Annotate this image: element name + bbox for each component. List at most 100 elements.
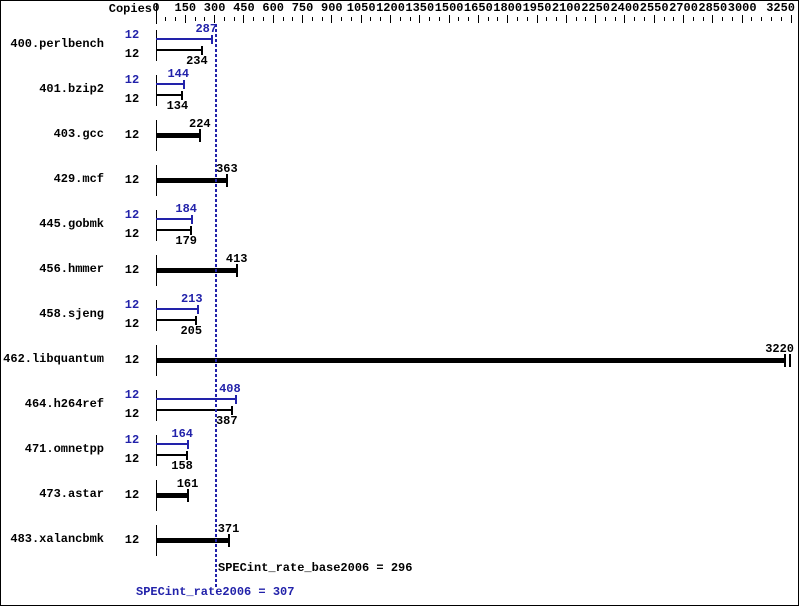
peak-bar-endcap	[234, 395, 237, 404]
base-value-label: 158	[171, 459, 193, 473]
base-bar	[156, 454, 187, 456]
base-copies-label: 12	[124, 92, 140, 106]
axis-major-tick	[214, 15, 216, 23]
result-bar-endcap	[186, 489, 189, 502]
peak-bar	[156, 398, 236, 400]
base-copies-label: 12	[124, 452, 140, 466]
axis-minor-tick	[292, 17, 294, 21]
axis-major-tick	[419, 15, 421, 23]
axis-minor-tick	[614, 17, 616, 21]
axis-major-tick	[360, 15, 362, 23]
axis-minor-tick	[399, 17, 401, 21]
axis-major-tick	[683, 15, 684, 23]
axis-minor-tick	[526, 17, 528, 21]
peak-value-label: 144	[167, 67, 190, 81]
axis-major-tick	[565, 15, 567, 23]
peak-copies-label: 12	[124, 433, 140, 447]
axis-tick-label: 3250	[766, 1, 795, 15]
result-bar-endcap	[198, 129, 201, 142]
peak-mean-label: SPECint_rate2006 = 307	[136, 585, 295, 599]
result-bar	[156, 133, 200, 138]
base-value-label: 134	[166, 99, 189, 113]
base-value-label: 205	[180, 324, 203, 338]
axis-minor-tick	[233, 17, 235, 21]
axis-minor-tick	[263, 17, 264, 21]
base-bar	[156, 94, 183, 96]
axis-minor-tick	[585, 17, 587, 21]
peak-value-label: 164	[171, 427, 193, 441]
axis-minor-tick	[458, 17, 460, 21]
base-mean-label: SPECint_rate_base2006 = 296	[218, 561, 413, 575]
copies-label: 12	[124, 488, 140, 502]
peak-bar	[156, 38, 213, 40]
axis-minor-tick	[282, 17, 284, 21]
peak-copies-label: 12	[124, 208, 140, 222]
axis-minor-tick	[194, 17, 196, 21]
axis-major-tick	[184, 15, 186, 23]
result-bar-endcap	[225, 174, 228, 187]
axis-minor-tick	[223, 17, 225, 21]
axis-major-tick	[595, 15, 597, 23]
base-value-label: 387	[215, 414, 238, 428]
axis-minor-tick	[604, 17, 606, 21]
result-bar	[156, 538, 229, 543]
benchmark-name-label: 464.h264ref	[24, 397, 104, 411]
axis-minor-tick	[731, 17, 733, 21]
peak-bar-endcap	[187, 440, 189, 449]
peak-copies-label: 12	[124, 298, 140, 312]
benchmark-name-label: 401.bzip2	[39, 82, 104, 96]
benchmark-name-label: 458.sjeng	[39, 307, 104, 321]
axis-tick-label: 0	[152, 1, 160, 15]
result-value-label: 371	[217, 522, 240, 536]
peak-value-label: 213	[180, 292, 203, 306]
copies-label: 12	[124, 353, 140, 367]
axis-minor-tick	[321, 17, 323, 21]
axis-minor-tick	[341, 17, 343, 21]
result-value-label: 363	[216, 162, 238, 176]
base-copies-label: 12	[124, 317, 140, 331]
axis-minor-tick	[487, 17, 489, 21]
axis-major-tick	[272, 15, 274, 23]
benchmark-name-label: 400.perlbench	[10, 37, 104, 51]
base-bar	[156, 319, 197, 321]
axis-tick-label: 1200	[376, 1, 405, 15]
axis-minor-tick	[175, 17, 176, 21]
axis-minor-tick	[350, 17, 352, 21]
peak-bar-endcap	[211, 35, 214, 44]
result-bar	[156, 358, 786, 363]
axis-tick-label: 2700	[669, 1, 698, 15]
result-bar-endcap	[227, 534, 230, 547]
axis-minor-tick	[438, 17, 440, 21]
axis-major-tick	[624, 15, 626, 23]
peak-bar	[156, 308, 198, 310]
axis-tick-label: 1950	[522, 1, 552, 15]
axis-tick-label: 1800	[493, 1, 523, 15]
axis-tick-label: 1350	[405, 1, 435, 15]
axis-minor-tick	[692, 17, 694, 21]
axis-minor-tick	[204, 17, 206, 21]
peak-value-label: 287	[195, 22, 218, 36]
peak-copies-label: 12	[124, 388, 140, 402]
axis-tick-label: 750	[291, 1, 314, 15]
base-bar	[156, 409, 232, 411]
benchmark-name-label: 473.astar	[39, 487, 104, 501]
bar-start-tick	[156, 30, 157, 61]
base-bar-endcap	[190, 226, 192, 235]
axis-tick-label: 2550	[639, 1, 669, 15]
bar-start-tick	[156, 300, 157, 331]
axis-minor-tick	[751, 17, 753, 21]
benchmark-name-label: 471.omnetpp	[24, 442, 104, 456]
axis-tick-label: 2250	[581, 1, 610, 15]
axis-tick-label: 1650	[463, 1, 493, 15]
axis-major-tick	[302, 15, 303, 23]
base-value-label: 179	[175, 234, 197, 248]
peak-bar-endcap	[183, 80, 186, 89]
axis-tick-label: 1500	[434, 1, 464, 15]
base-bar	[156, 49, 202, 51]
bar-start-tick	[156, 210, 157, 241]
copies-label: 12	[124, 263, 140, 277]
axis-major-tick	[243, 15, 245, 23]
benchmark-name-label: 462.libquantum	[3, 352, 104, 366]
base-copies-label: 12	[124, 407, 140, 421]
